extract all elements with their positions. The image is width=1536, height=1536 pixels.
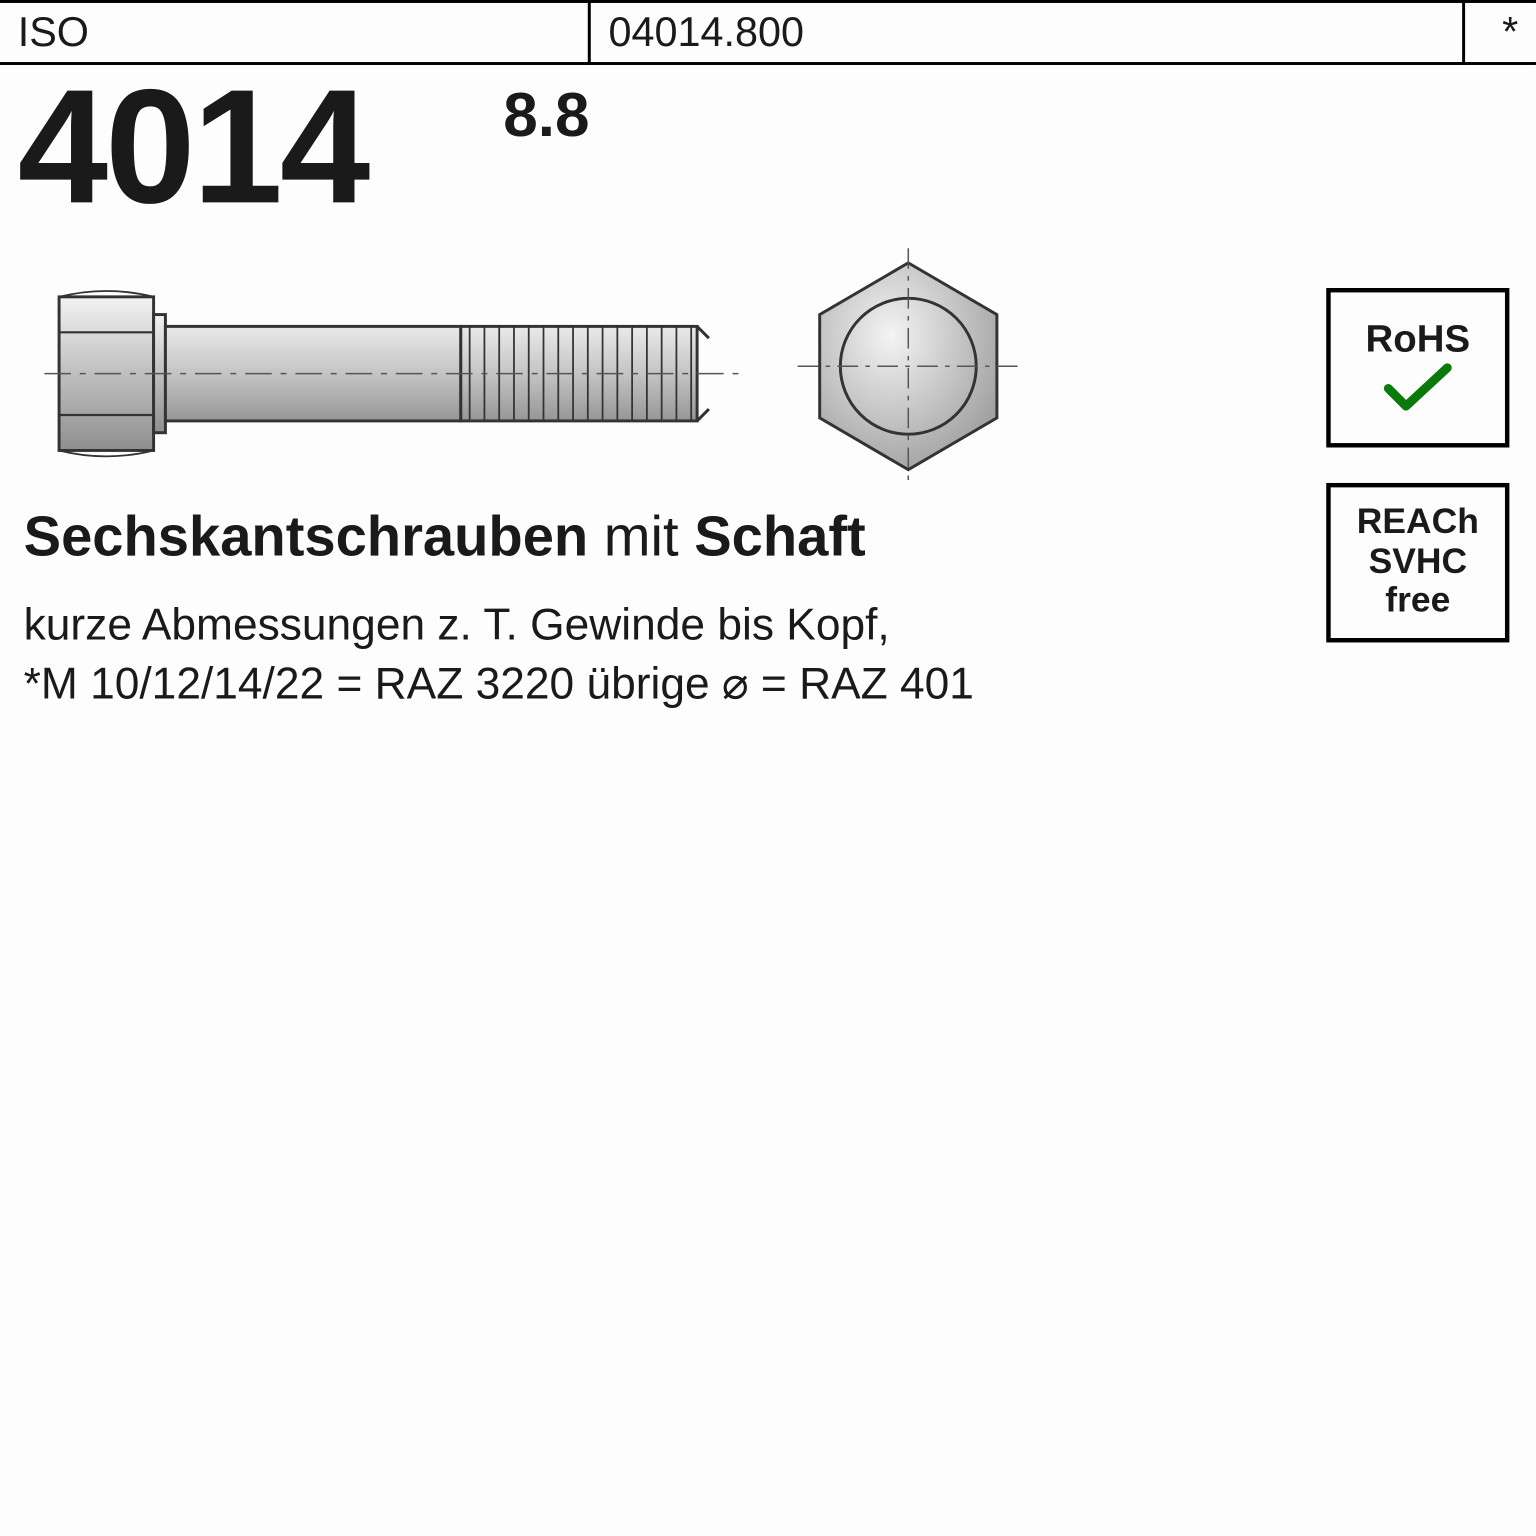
check-icon <box>1379 359 1456 418</box>
description-block: Sechskantschrauben mit Schaft kurze Abme… <box>0 491 1536 715</box>
reach-line2: SVHC <box>1369 543 1467 582</box>
reach-badge: REACh SVHC free <box>1326 483 1509 643</box>
datasheet-page: ISO 04014.800 * 4014 8.8 <box>0 0 1536 1536</box>
note-line-2: *M 10/12/14/22 = RAZ 3220 übrige ⌀ = RAZ… <box>24 656 1513 716</box>
title-part-b: mit <box>604 506 679 568</box>
rohs-label: RoHS <box>1366 317 1471 359</box>
diagram-row <box>0 240 1536 491</box>
header-code: 04014.800 <box>591 3 1465 62</box>
note-line-1: kurze Abmessungen z. T. Gewinde bis Kopf… <box>24 596 1513 656</box>
title-part-a: Sechskantschrauben <box>24 506 604 568</box>
header-standard: ISO <box>0 3 591 62</box>
bolt-front-view-icon <box>798 247 1020 483</box>
header-asterisk: * <box>1465 3 1536 62</box>
property-class: 8.8 <box>503 80 589 151</box>
standard-number: 4014 <box>18 71 368 225</box>
reach-line3: free <box>1385 582 1450 621</box>
title-row: 4014 8.8 <box>0 65 1536 225</box>
rohs-badge: RoHS <box>1326 288 1509 448</box>
product-title: Sechskantschrauben mit Schaft <box>24 506 1513 570</box>
bolt-side-view-icon <box>44 270 738 477</box>
title-part-c: Schaft <box>679 506 866 568</box>
reach-line1: REACh <box>1357 504 1479 543</box>
compliance-badges: RoHS REACh SVHC free <box>1326 288 1509 642</box>
